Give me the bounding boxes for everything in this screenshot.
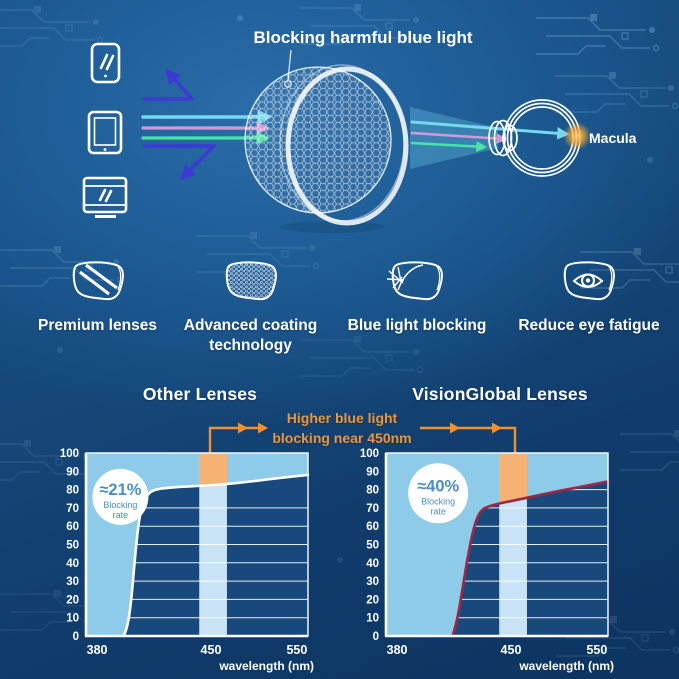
svg-text:0: 0 (373, 631, 379, 643)
svg-text:380: 380 (87, 643, 108, 657)
svg-text:80: 80 (366, 485, 379, 497)
svg-text:70: 70 (66, 503, 79, 515)
feature-label: Reduce eye fatigue (518, 317, 660, 334)
svg-text:550: 550 (286, 643, 307, 657)
svg-text:50: 50 (66, 540, 79, 552)
macula-glow (563, 122, 591, 150)
svg-text:10: 10 (366, 613, 379, 625)
annotation-line-2: blocking near 450nm (272, 429, 412, 446)
svg-text:380: 380 (387, 643, 408, 657)
honeycomb-coating (244, 66, 392, 214)
annotation-text: Higher blue light blocking near 450nm (258, 409, 426, 448)
feature-blue-light-blocking: Blue light blocking (333, 258, 501, 336)
svg-text:20: 20 (66, 594, 79, 606)
svg-text:550: 550 (586, 643, 607, 657)
svg-text:60: 60 (366, 521, 379, 533)
svg-text:70: 70 (366, 503, 379, 515)
lens-rim (285, 66, 409, 226)
macula-label: Macula (589, 130, 637, 146)
diagram-heading: Blocking harmful blue light (253, 28, 472, 47)
svg-text:wavelength (nm): wavelength (nm) (518, 659, 614, 673)
svg-text:rate: rate (113, 510, 129, 520)
svg-text:0: 0 (73, 631, 79, 643)
svg-text:20: 20 (366, 594, 379, 606)
feature-reduce-eye-fatigue: Reduce eye fatigue (503, 258, 675, 336)
feature-label: Premium lenses (38, 317, 157, 334)
svg-text:wavelength (nm): wavelength (nm) (218, 659, 314, 673)
feature-label: Advanced coating technology (183, 317, 318, 354)
svg-text:90: 90 (66, 466, 79, 478)
svg-text:60: 60 (66, 521, 79, 533)
svg-text:30: 30 (366, 576, 379, 588)
premium-lens-icon (72, 261, 124, 301)
svg-text:100: 100 (60, 448, 79, 460)
feature-advanced-coating: Advanced coating technology (168, 258, 333, 356)
blocking-rate-badge (408, 463, 469, 524)
reflected-light-arrows (143, 68, 216, 181)
svg-text:40: 40 (366, 558, 379, 570)
svg-text:80: 80 (66, 485, 79, 497)
transmission-curve (122, 473, 310, 638)
feature-premium-lenses: Premium lenses (15, 258, 180, 336)
tablet-icon (87, 110, 123, 155)
blue-light-diagram: Blocking harmful blue light (82, 28, 637, 233)
feature-label: Blue light blocking (347, 317, 487, 334)
blue-light-blocking-icon (386, 261, 443, 301)
svg-text:90: 90 (366, 466, 379, 478)
band-highlight-450nm (199, 453, 227, 486)
coating-technology-icon (225, 261, 277, 301)
svg-text:Blocking: Blocking (421, 496, 455, 506)
reduce-eye-fatigue-icon (563, 261, 615, 301)
svg-text:40: 40 (66, 558, 79, 570)
monitor-icon (82, 176, 128, 218)
svg-text:Blocking: Blocking (103, 500, 137, 510)
svg-text:10: 10 (66, 613, 79, 625)
blocking-rate-badge (92, 468, 149, 525)
chart-title-visionglobal-lenses: VisionGlobal Lenses (412, 384, 588, 404)
smartphone-icon (90, 42, 121, 84)
transmission-curve (451, 480, 610, 638)
chart-title-other-lenses: Other Lenses (142, 384, 258, 404)
svg-text:≈40%: ≈40% (417, 477, 459, 495)
svg-text:rate: rate (430, 506, 446, 516)
svg-text:450: 450 (201, 643, 222, 657)
svg-text:450: 450 (501, 643, 522, 657)
svg-text:≈21%: ≈21% (99, 481, 141, 499)
annotation-line-1: Higher blue light (286, 410, 398, 426)
svg-text:30: 30 (66, 576, 79, 588)
svg-text:50: 50 (366, 540, 379, 552)
svg-text:100: 100 (360, 448, 379, 460)
band-highlight-450nm (499, 453, 527, 504)
coated-lens-illustration (244, 64, 409, 233)
